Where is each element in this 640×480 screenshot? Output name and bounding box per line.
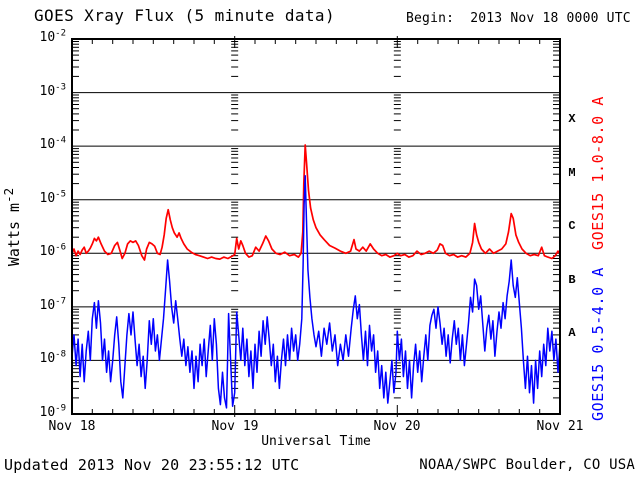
flare-class-label: M: [568, 166, 576, 180]
x-tick-label: Nov 20: [373, 419, 421, 434]
y-tick-label: 10-4: [39, 135, 67, 152]
trace-long-channel: [72, 144, 560, 261]
x-axis-title: Universal Time: [261, 434, 371, 449]
flare-class-label: X: [568, 112, 576, 126]
x-tick-label: Nov 19: [211, 419, 259, 434]
y-tick-label: 10-9: [39, 403, 67, 420]
y-tick-label: 10-5: [39, 189, 67, 206]
trace-short-channel: [72, 175, 560, 409]
y-tick-label: 10-8: [39, 349, 67, 366]
flare-class-label: A: [568, 326, 576, 340]
series-label-short-channel: GOES15 0.5-4.0 A: [589, 266, 607, 422]
flare-class-label: B: [568, 273, 576, 287]
y-axis-title: Watts m-2: [1, 187, 23, 267]
y-tick-label: 10-2: [39, 28, 67, 45]
credit-text: NOAA/SWPC Boulder, CO USA: [419, 457, 635, 473]
y-tick-label: 10-6: [39, 242, 67, 259]
y-tick-label: 10-3: [39, 82, 67, 99]
begin-timestamp: Begin: 2013 Nov 18 0000 UTC: [406, 11, 631, 26]
x-tick-label: Nov 21: [536, 419, 584, 434]
y-tick-label: 10-7: [39, 296, 67, 313]
x-tick-label: Nov 18: [48, 419, 96, 434]
flare-class-label: C: [568, 219, 576, 233]
series-label-long-channel: GOES15 1.0-8.0 A: [589, 95, 607, 251]
chart-title: GOES Xray Flux (5 minute data): [34, 6, 335, 25]
plot-border: [71, 38, 561, 415]
updated-timestamp: Updated 2013 Nov 20 23:55:12 UTC: [4, 456, 300, 474]
